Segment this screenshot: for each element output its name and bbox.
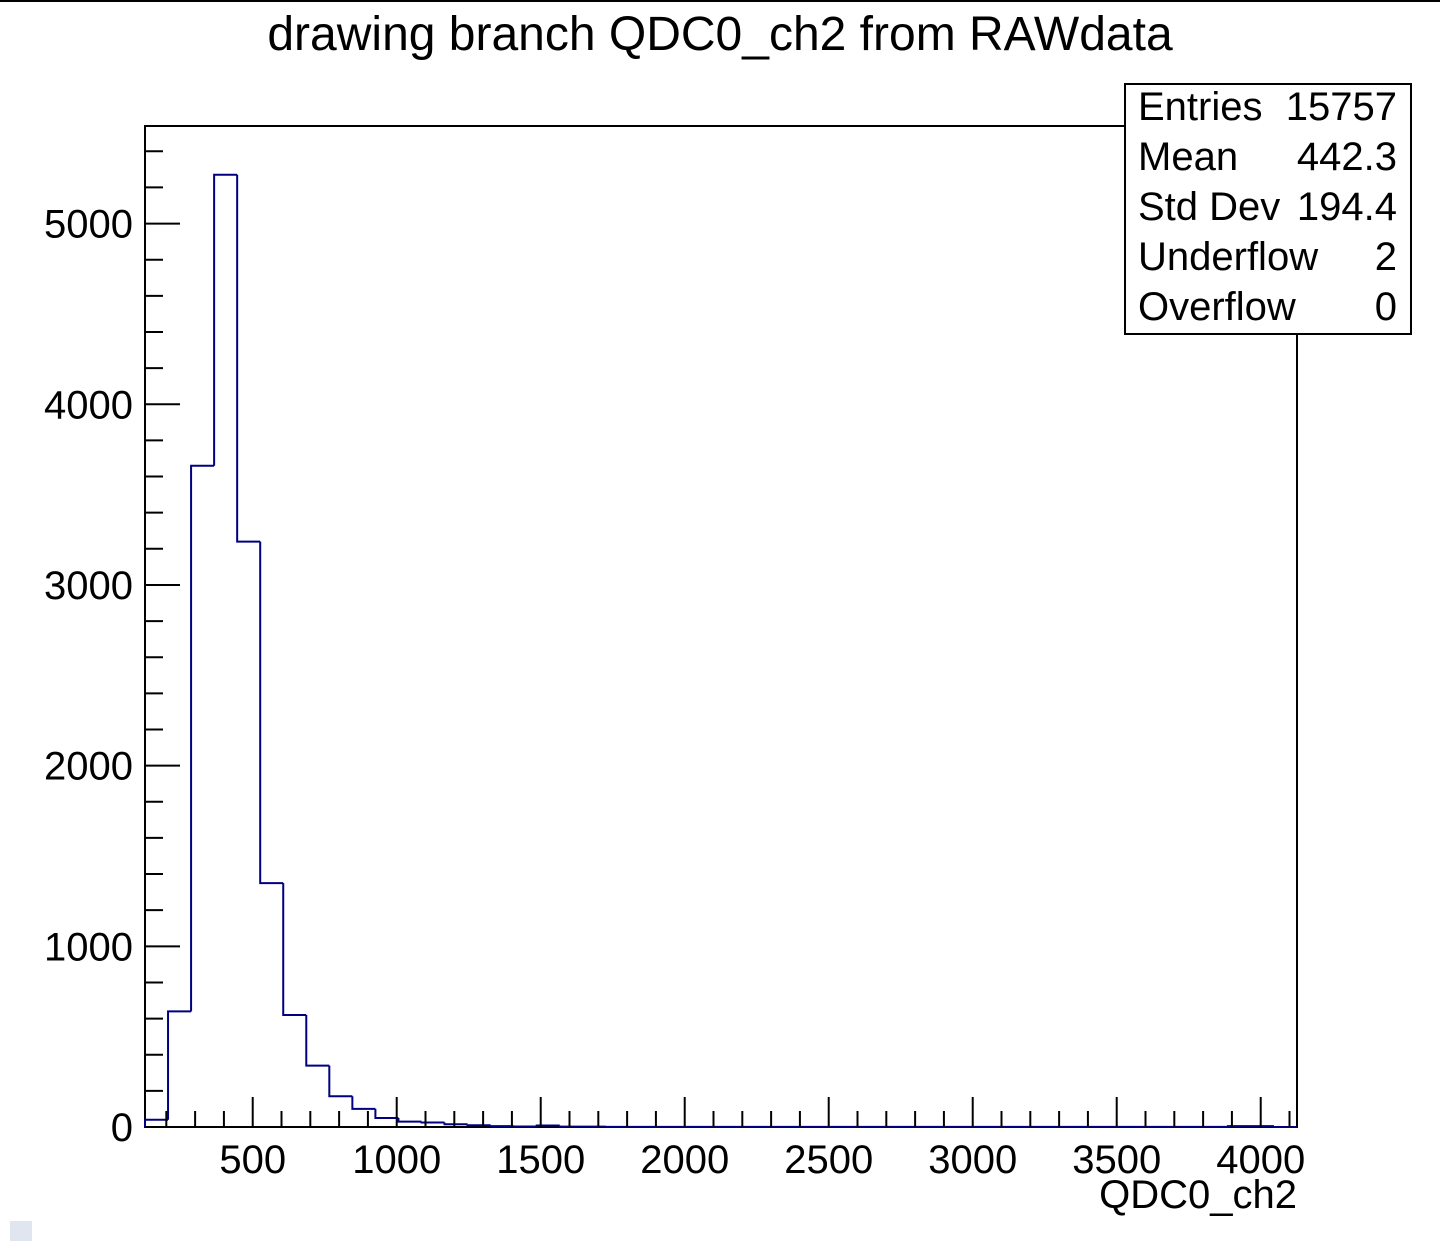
histogram-bin-6 — [259, 541, 284, 885]
histogram-bin-5 — [236, 174, 261, 543]
histogram-bin-14 — [443, 1122, 468, 1126]
histogram-bin-9 — [328, 1065, 353, 1098]
x-axis-label: QDC0_ch2 — [1099, 1173, 1297, 1217]
stats-label-std-dev: Std Dev — [1138, 185, 1280, 229]
y-tick-label: 2000 — [44, 745, 133, 789]
histogram-bin-12 — [397, 1117, 422, 1123]
histogram-bin-8 — [305, 1014, 330, 1067]
x-tick-label: 1500 — [496, 1138, 585, 1182]
y-tick-label: 1000 — [44, 925, 133, 969]
canvas-corner-marker — [10, 1221, 32, 1241]
histogram-bin-7 — [282, 883, 307, 1016]
x-tick-label: 2500 — [784, 1138, 873, 1182]
chart-title: drawing branch QDC0_ch2 from RAWdata — [267, 8, 1173, 61]
histogram-bin-3 — [190, 464, 215, 1012]
stats-value-entries: 15757 — [1286, 85, 1397, 129]
stats-value-overflow: 0 — [1375, 285, 1397, 329]
stats-value-underflow: 2 — [1375, 235, 1397, 279]
x-tick-label: 3000 — [928, 1138, 1017, 1182]
x-tick-label: 500 — [219, 1138, 286, 1182]
histogram-bin-2 — [167, 1010, 192, 1120]
x-tick-label: 3500 — [1072, 1138, 1161, 1182]
histogram-bin-19 — [558, 1125, 583, 1128]
histogram-bin-1 — [144, 1118, 169, 1127]
y-tick-label: 0 — [111, 1106, 133, 1150]
x-tick-label: 2000 — [640, 1138, 729, 1182]
stats-label-overflow: Overflow — [1138, 285, 1296, 329]
histogram-bin-15 — [466, 1124, 491, 1127]
histogram-bin-13 — [420, 1121, 445, 1124]
histogram-bin-4 — [213, 173, 238, 466]
histogram-bin-10 — [351, 1096, 376, 1110]
stats-label-underflow: Underflow — [1138, 235, 1318, 279]
x-tick-label: 4000 — [1216, 1138, 1305, 1182]
histogram-bin-50 — [1272, 1126, 1297, 1128]
stats-value-mean: 442.3 — [1297, 135, 1397, 179]
histogram-bin-18 — [535, 1124, 560, 1127]
top-border-line — [0, 0, 1440, 2]
histogram-bin-48 — [1226, 1125, 1251, 1128]
stats-label-entries: Entries — [1138, 85, 1263, 129]
stats-box — [1124, 83, 1412, 335]
y-tick-label: 3000 — [44, 564, 133, 608]
histogram-bin-16 — [489, 1125, 514, 1128]
stats-label-mean: Mean — [1138, 135, 1238, 179]
y-tick-label: 4000 — [44, 383, 133, 427]
x-tick-label: 1000 — [352, 1138, 441, 1182]
y-tick-label: 5000 — [44, 203, 133, 247]
histogram-bin-11 — [374, 1108, 399, 1119]
stats-value-std-dev: 194.4 — [1297, 185, 1397, 229]
